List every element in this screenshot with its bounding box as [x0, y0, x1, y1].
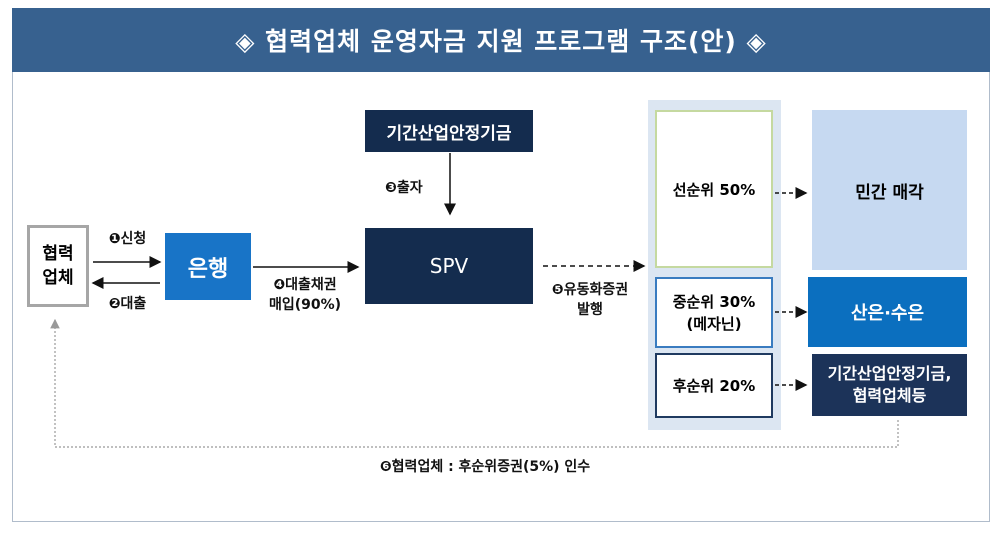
fund-box: 기간산업안정기금 — [365, 110, 533, 152]
acquire-arrow — [50, 318, 899, 448]
private-sale-box: 민간 매각 — [812, 110, 967, 270]
step-4-label: ❹대출채권 매입(90%) — [268, 277, 342, 313]
junior-tranche: 후순위 20% — [655, 353, 773, 418]
page-title: ◈ 협력업체 운영자금 지원 프로그램 구조(안) ◈ — [12, 8, 990, 72]
bank-box: 은행 — [165, 233, 251, 300]
fund-partners-box: 기간산업안정기금, 협력업체등 — [812, 354, 967, 416]
step-1-label: ❶신청 — [108, 231, 147, 247]
mezzanine-tranche: 중순위 30% (메자닌) — [655, 277, 773, 348]
step-3-label: ❸출자 — [385, 180, 423, 196]
partner-box: 협력 업체 — [27, 225, 89, 307]
kdb-kexim-box: 산은·수은 — [808, 277, 967, 347]
step-2-label: ❷대출 — [108, 296, 147, 312]
diagram-frame — [12, 72, 990, 522]
step-5-label: ❺유동화증권 발행 — [551, 282, 629, 318]
step-6-label: ❻협력업체 : 후순위증권(5%) 인수 — [379, 459, 591, 475]
senior-tranche: 선순위 50% — [655, 110, 773, 268]
spv-box: SPV — [365, 228, 533, 304]
